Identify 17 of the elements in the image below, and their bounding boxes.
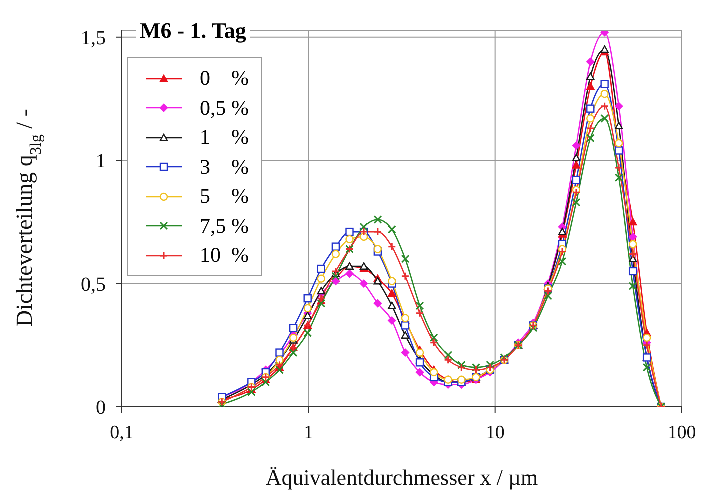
y-tick-label: 0 [96,397,106,420]
y-tick-label: 1 [96,150,106,173]
x-tick-label: 0,1 [110,422,134,444]
legend-label: 10 % [200,243,249,268]
legend-label: 7,5 % [200,214,249,239]
legend-label: 0 % [200,66,249,92]
x-tick-label: 100 [668,422,696,444]
legend-label: 1 % [200,125,249,150]
legend-label: 5 % [200,184,249,210]
legend-label: 0,5 % [200,96,249,121]
x-axis-title: Äquivalentdurchmesser x / µm [266,465,538,490]
x-tick-label: 10 [486,422,505,444]
y-tick-label: 0,5 [81,274,106,296]
chart-title: M6 - 1. Tag [136,18,250,44]
y-tick-label: 1,5 [81,27,106,50]
x-tick-label: 1 [304,422,314,444]
legend-label: 3 % [200,154,249,180]
